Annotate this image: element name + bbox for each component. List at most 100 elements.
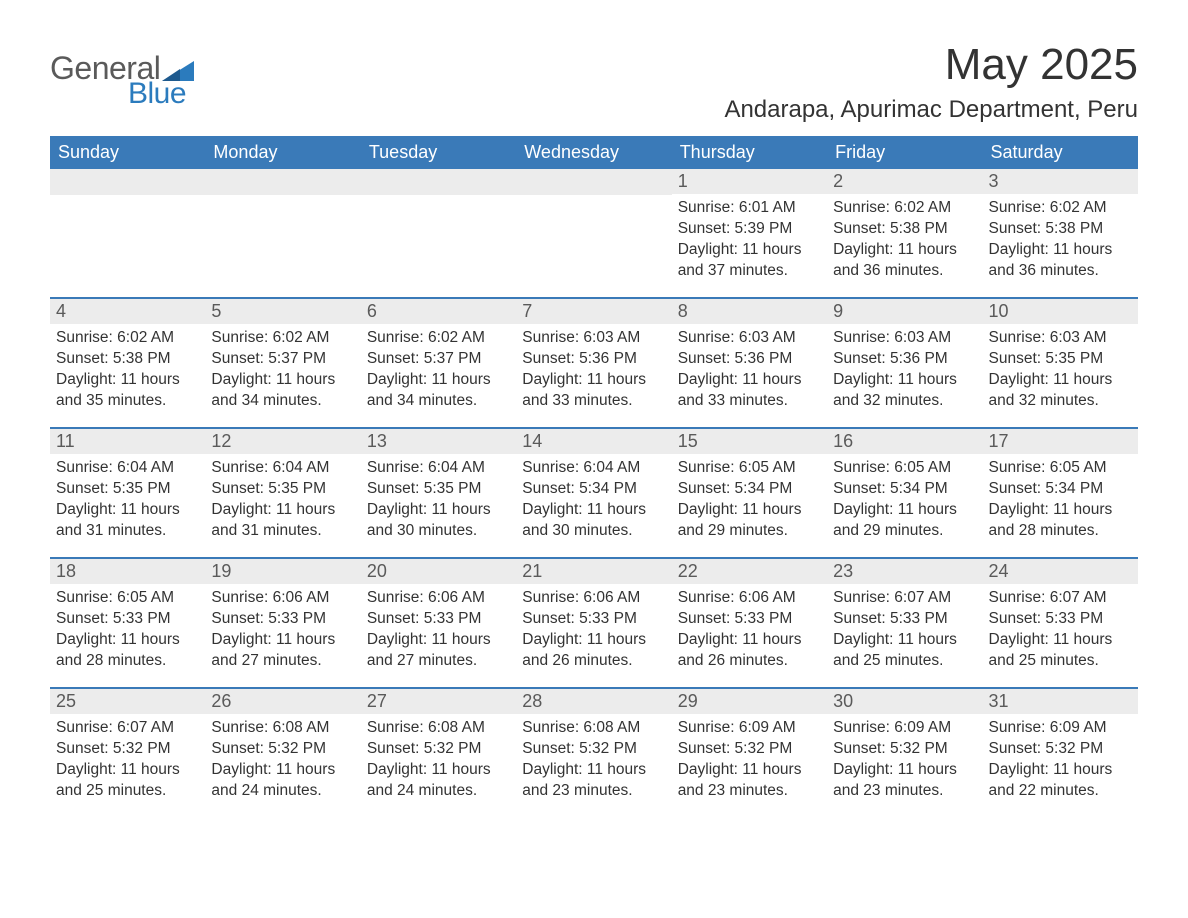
day-info: Sunrise: 6:05 AMSunset: 5:33 PMDaylight:… [50, 584, 205, 678]
day-info: Sunrise: 6:05 AMSunset: 5:34 PMDaylight:… [983, 454, 1138, 548]
day-number: 14 [516, 429, 671, 454]
daylight-text: Daylight: 11 hours and 37 minutes. [678, 240, 821, 282]
day-info: Sunrise: 6:09 AMSunset: 5:32 PMDaylight:… [672, 714, 827, 808]
day-number: 5 [205, 299, 360, 324]
weekday-header: Wednesday [516, 136, 671, 169]
week-row: 18Sunrise: 6:05 AMSunset: 5:33 PMDayligh… [50, 557, 1138, 687]
week-row: 25Sunrise: 6:07 AMSunset: 5:32 PMDayligh… [50, 687, 1138, 817]
day-cell: 15Sunrise: 6:05 AMSunset: 5:34 PMDayligh… [672, 429, 827, 557]
sunrise-text: Sunrise: 6:05 AM [989, 458, 1132, 479]
sunrise-text: Sunrise: 6:06 AM [522, 588, 665, 609]
day-number: 13 [361, 429, 516, 454]
day-number: 12 [205, 429, 360, 454]
sunrise-text: Sunrise: 6:06 AM [678, 588, 821, 609]
day-number: 9 [827, 299, 982, 324]
sunrise-text: Sunrise: 6:03 AM [989, 328, 1132, 349]
day-info: Sunrise: 6:08 AMSunset: 5:32 PMDaylight:… [361, 714, 516, 808]
day-number: 22 [672, 559, 827, 584]
day-info: Sunrise: 6:06 AMSunset: 5:33 PMDaylight:… [361, 584, 516, 678]
daylight-text: Daylight: 11 hours and 29 minutes. [833, 500, 976, 542]
day-info: Sunrise: 6:08 AMSunset: 5:32 PMDaylight:… [205, 714, 360, 808]
logo: General Blue [50, 50, 194, 111]
sunset-text: Sunset: 5:36 PM [678, 349, 821, 370]
day-cell: 12Sunrise: 6:04 AMSunset: 5:35 PMDayligh… [205, 429, 360, 557]
day-number: 26 [205, 689, 360, 714]
day-info: Sunrise: 6:04 AMSunset: 5:35 PMDaylight:… [50, 454, 205, 548]
day-info: Sunrise: 6:03 AMSunset: 5:36 PMDaylight:… [672, 324, 827, 418]
daylight-text: Daylight: 11 hours and 34 minutes. [367, 370, 510, 412]
daylight-text: Daylight: 11 hours and 32 minutes. [989, 370, 1132, 412]
day-info: Sunrise: 6:02 AMSunset: 5:38 PMDaylight:… [50, 324, 205, 418]
day-info: Sunrise: 6:07 AMSunset: 5:32 PMDaylight:… [50, 714, 205, 808]
day-cell: 2Sunrise: 6:02 AMSunset: 5:38 PMDaylight… [827, 169, 982, 297]
sunrise-text: Sunrise: 6:05 AM [678, 458, 821, 479]
day-info: Sunrise: 6:03 AMSunset: 5:36 PMDaylight:… [827, 324, 982, 418]
day-info: Sunrise: 6:02 AMSunset: 5:38 PMDaylight:… [827, 194, 982, 288]
day-number: 30 [827, 689, 982, 714]
sunset-text: Sunset: 5:32 PM [678, 739, 821, 760]
day-info: Sunrise: 6:03 AMSunset: 5:36 PMDaylight:… [516, 324, 671, 418]
sunrise-text: Sunrise: 6:02 AM [56, 328, 199, 349]
day-info: Sunrise: 6:05 AMSunset: 5:34 PMDaylight:… [827, 454, 982, 548]
day-number: 20 [361, 559, 516, 584]
daylight-text: Daylight: 11 hours and 23 minutes. [833, 760, 976, 802]
day-number: 21 [516, 559, 671, 584]
day-info: Sunrise: 6:08 AMSunset: 5:32 PMDaylight:… [516, 714, 671, 808]
day-cell [516, 169, 671, 297]
sunset-text: Sunset: 5:34 PM [678, 479, 821, 500]
day-number: 3 [983, 169, 1138, 194]
daylight-text: Daylight: 11 hours and 26 minutes. [678, 630, 821, 672]
daylight-text: Daylight: 11 hours and 32 minutes. [833, 370, 976, 412]
day-cell: 26Sunrise: 6:08 AMSunset: 5:32 PMDayligh… [205, 689, 360, 817]
day-cell: 3Sunrise: 6:02 AMSunset: 5:38 PMDaylight… [983, 169, 1138, 297]
sunset-text: Sunset: 5:34 PM [833, 479, 976, 500]
day-cell: 25Sunrise: 6:07 AMSunset: 5:32 PMDayligh… [50, 689, 205, 817]
day-number: 19 [205, 559, 360, 584]
day-cell: 24Sunrise: 6:07 AMSunset: 5:33 PMDayligh… [983, 559, 1138, 687]
day-info: Sunrise: 6:02 AMSunset: 5:37 PMDaylight:… [205, 324, 360, 418]
day-cell: 9Sunrise: 6:03 AMSunset: 5:36 PMDaylight… [827, 299, 982, 427]
day-info: Sunrise: 6:02 AMSunset: 5:38 PMDaylight:… [983, 194, 1138, 288]
day-number: 17 [983, 429, 1138, 454]
sunset-text: Sunset: 5:37 PM [211, 349, 354, 370]
day-number: 8 [672, 299, 827, 324]
sunset-text: Sunset: 5:32 PM [522, 739, 665, 760]
daylight-text: Daylight: 11 hours and 26 minutes. [522, 630, 665, 672]
day-cell: 17Sunrise: 6:05 AMSunset: 5:34 PMDayligh… [983, 429, 1138, 557]
sunset-text: Sunset: 5:33 PM [678, 609, 821, 630]
sunset-text: Sunset: 5:35 PM [56, 479, 199, 500]
day-number [50, 169, 205, 195]
day-number: 10 [983, 299, 1138, 324]
sunset-text: Sunset: 5:34 PM [989, 479, 1132, 500]
sunrise-text: Sunrise: 6:05 AM [56, 588, 199, 609]
sunrise-text: Sunrise: 6:06 AM [367, 588, 510, 609]
day-info: Sunrise: 6:06 AMSunset: 5:33 PMDaylight:… [672, 584, 827, 678]
sunrise-text: Sunrise: 6:04 AM [522, 458, 665, 479]
day-info: Sunrise: 6:09 AMSunset: 5:32 PMDaylight:… [983, 714, 1138, 808]
sunset-text: Sunset: 5:33 PM [833, 609, 976, 630]
sunset-text: Sunset: 5:33 PM [211, 609, 354, 630]
day-cell: 30Sunrise: 6:09 AMSunset: 5:32 PMDayligh… [827, 689, 982, 817]
day-number [516, 169, 671, 195]
day-info: Sunrise: 6:05 AMSunset: 5:34 PMDaylight:… [672, 454, 827, 548]
day-info: Sunrise: 6:04 AMSunset: 5:35 PMDaylight:… [205, 454, 360, 548]
day-cell: 23Sunrise: 6:07 AMSunset: 5:33 PMDayligh… [827, 559, 982, 687]
sunset-text: Sunset: 5:37 PM [367, 349, 510, 370]
daylight-text: Daylight: 11 hours and 31 minutes. [56, 500, 199, 542]
day-cell: 18Sunrise: 6:05 AMSunset: 5:33 PMDayligh… [50, 559, 205, 687]
day-info: Sunrise: 6:07 AMSunset: 5:33 PMDaylight:… [983, 584, 1138, 678]
sunrise-text: Sunrise: 6:03 AM [678, 328, 821, 349]
logo-text-blue: Blue [128, 77, 194, 111]
day-cell: 13Sunrise: 6:04 AMSunset: 5:35 PMDayligh… [361, 429, 516, 557]
sunrise-text: Sunrise: 6:08 AM [522, 718, 665, 739]
day-cell: 14Sunrise: 6:04 AMSunset: 5:34 PMDayligh… [516, 429, 671, 557]
day-cell: 28Sunrise: 6:08 AMSunset: 5:32 PMDayligh… [516, 689, 671, 817]
daylight-text: Daylight: 11 hours and 29 minutes. [678, 500, 821, 542]
sunset-text: Sunset: 5:38 PM [989, 219, 1132, 240]
title-block: May 2025 Andarapa, Apurimac Department, … [724, 40, 1138, 124]
week-row: 1Sunrise: 6:01 AMSunset: 5:39 PMDaylight… [50, 169, 1138, 297]
day-cell: 19Sunrise: 6:06 AMSunset: 5:33 PMDayligh… [205, 559, 360, 687]
day-cell: 21Sunrise: 6:06 AMSunset: 5:33 PMDayligh… [516, 559, 671, 687]
day-info: Sunrise: 6:04 AMSunset: 5:34 PMDaylight:… [516, 454, 671, 548]
day-number: 24 [983, 559, 1138, 584]
